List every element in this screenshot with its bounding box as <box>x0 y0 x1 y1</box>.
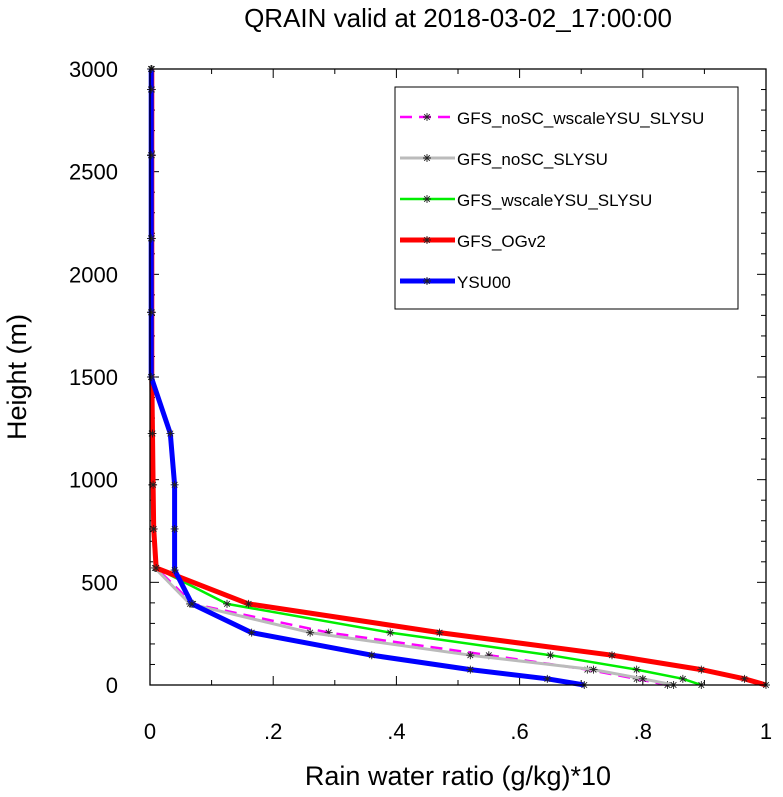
data-point <box>543 674 552 683</box>
data-point <box>638 674 647 683</box>
x-tick-label: .6 <box>510 719 528 744</box>
y-tick-label: 3000 <box>69 57 118 82</box>
data-point <box>147 234 156 243</box>
legend-marker <box>423 195 431 203</box>
x-axis-label: Rain water ratio (g/kg)*10 <box>305 761 611 791</box>
y-tick-label: 1500 <box>69 365 118 390</box>
data-point <box>166 429 175 438</box>
legend-marker <box>423 154 431 162</box>
y-tick-label: 2000 <box>69 262 118 287</box>
data-point <box>697 665 706 674</box>
x-tick-label: .8 <box>634 719 652 744</box>
data-point <box>678 674 687 683</box>
data-point <box>147 373 156 381</box>
plot-area: 0 .2 .4 .6 .8 1 0 500 1000 1500 2000 2500 3000 <box>69 57 772 744</box>
legend: GFS_noSC_wscaleYSU_SLYSU GFS_noSC_SLYSU GF… <box>394 86 739 310</box>
data-point <box>435 628 444 637</box>
data-point <box>386 628 395 637</box>
y-tick-label: 2500 <box>69 160 118 185</box>
legend-label: GFS_noSC_wscaleYSU_SLYSU <box>457 109 704 128</box>
chart-title: QRAIN valid at 2018-03-02_17:00:00 <box>244 3 672 33</box>
data-point <box>147 85 156 94</box>
data-point <box>740 674 749 683</box>
y-tick-label: 1000 <box>69 468 118 493</box>
data-point <box>589 665 598 674</box>
data-point <box>306 628 315 637</box>
data-point <box>367 651 376 660</box>
data-point <box>147 151 156 160</box>
legend-marker <box>423 277 431 285</box>
data-point <box>148 429 157 438</box>
data-point <box>484 651 493 660</box>
data-point <box>546 651 555 660</box>
x-tick-label: .2 <box>264 719 282 744</box>
data-point <box>147 308 156 317</box>
data-point <box>149 524 158 533</box>
x-tick-label: .4 <box>387 719 405 744</box>
data-point <box>466 665 475 674</box>
y-axis-label: Height (m) <box>2 314 32 440</box>
legend-label: GFS_noSC_SLYSU <box>457 150 608 169</box>
y-tick-label: 500 <box>81 570 118 595</box>
legend-label: GFS_wscaleYSU_SLYSU <box>457 191 652 210</box>
x-tick-label: 1 <box>760 719 772 744</box>
data-point <box>247 628 256 637</box>
data-point <box>187 599 196 608</box>
legend-marker <box>423 236 431 244</box>
y-tick-label: 0 <box>106 673 118 698</box>
x-tick-label: 0 <box>144 719 156 744</box>
data-point <box>170 566 179 575</box>
data-point <box>244 599 253 608</box>
data-point <box>223 599 231 608</box>
data-point <box>466 651 475 660</box>
data-point <box>152 563 161 572</box>
series-line <box>148 69 585 688</box>
legend-label: YSU00 <box>457 273 511 292</box>
data-point <box>632 665 641 674</box>
legend-marker <box>423 113 431 121</box>
data-point <box>149 480 158 489</box>
data-point <box>608 651 616 660</box>
legend-label: GFS_OGv2 <box>457 232 546 251</box>
data-point <box>170 480 179 489</box>
plot-frame <box>149 68 767 686</box>
data-point <box>324 628 333 637</box>
data-point <box>170 524 179 533</box>
